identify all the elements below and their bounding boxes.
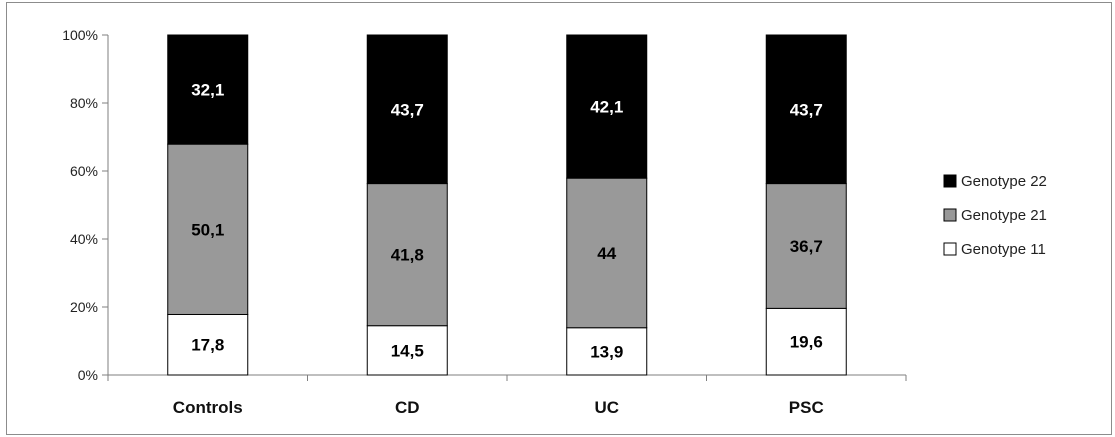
y-tick-label: 40% (70, 231, 98, 247)
y-tick-label: 60% (70, 163, 98, 179)
bar-segment (366, 183, 448, 327)
legend-swatch (943, 174, 957, 188)
x-category-label: Controls (173, 398, 243, 417)
data-label: 43,7 (790, 100, 823, 119)
legend-label: Genotype 21 (961, 207, 1047, 224)
bar-segment (366, 325, 448, 376)
y-tick-label: 20% (70, 299, 98, 315)
legend-label: Genotype 11 (961, 241, 1046, 258)
x-category-label: UC (594, 398, 619, 417)
data-label: 32,1 (191, 81, 224, 100)
data-label: 17,8 (191, 336, 224, 355)
data-label: 19,6 (790, 333, 823, 352)
legend-swatch (943, 208, 957, 222)
data-label: 42,1 (590, 98, 623, 117)
data-label: 44 (597, 244, 616, 263)
bar-segment (566, 327, 648, 376)
data-label: 43,7 (391, 100, 424, 119)
y-tick-label: 80% (70, 95, 98, 111)
data-label: 50,1 (191, 220, 224, 239)
bar-segment (566, 34, 648, 179)
bar-segment (366, 34, 448, 185)
bar-segment (167, 34, 249, 145)
data-label: 14,5 (391, 341, 424, 360)
bar-segment (167, 313, 249, 376)
x-category-label: CD (395, 398, 420, 417)
bar-segment (765, 34, 847, 185)
x-category-label: PSC (789, 398, 824, 417)
data-label: 13,9 (590, 342, 623, 361)
bar-segment (566, 177, 648, 329)
data-label: 41,8 (391, 246, 424, 265)
legend-swatch (943, 242, 957, 256)
bar-segment (167, 143, 249, 315)
y-tick-label: 0% (78, 367, 98, 383)
data-label: 36,7 (790, 237, 823, 256)
bar-segment (765, 183, 847, 309)
y-tick-label: 100% (62, 27, 98, 43)
legend-label: Genotype 22 (961, 173, 1047, 190)
